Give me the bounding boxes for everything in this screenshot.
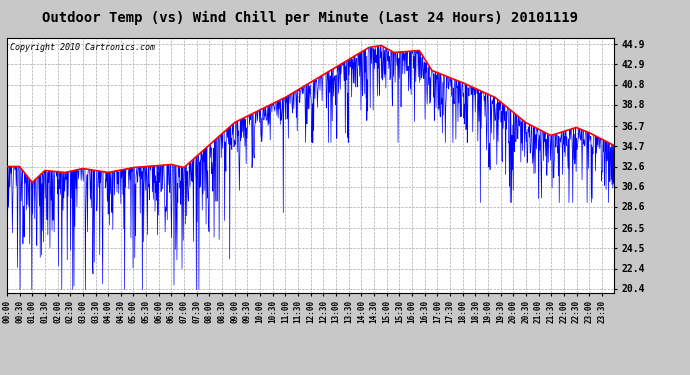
Text: Outdoor Temp (vs) Wind Chill per Minute (Last 24 Hours) 20101119: Outdoor Temp (vs) Wind Chill per Minute … [43, 11, 578, 26]
Text: Copyright 2010 Cartronics.com: Copyright 2010 Cartronics.com [10, 43, 155, 52]
